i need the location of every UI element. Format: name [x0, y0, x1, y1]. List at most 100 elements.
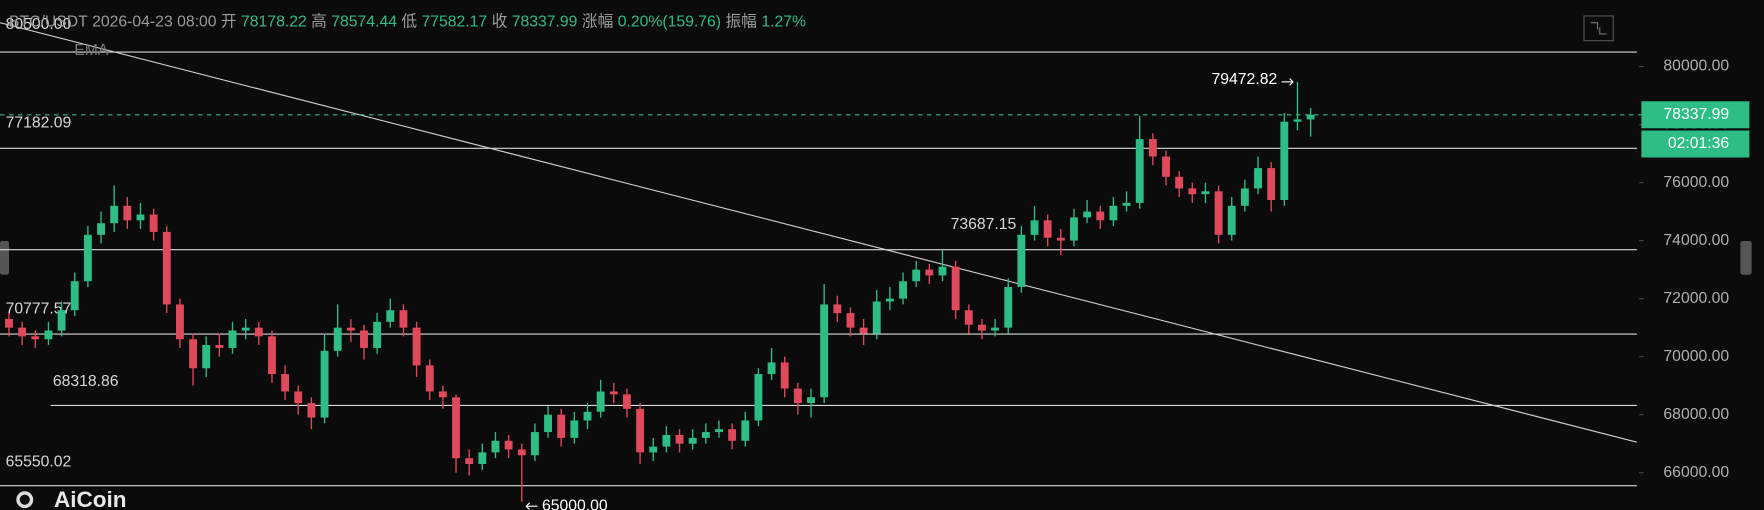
candle-body — [846, 313, 855, 328]
candle-body — [215, 345, 224, 348]
candle-body — [570, 420, 579, 438]
expand-glyph — [1590, 22, 1607, 35]
header-item: BTC/USDT — [9, 14, 88, 31]
candle-body — [741, 420, 750, 441]
indicator-label: EMA — [74, 42, 109, 59]
candle-body — [1162, 156, 1170, 177]
candle-body — [675, 434, 684, 444]
candle-body — [412, 327, 421, 366]
candle-body — [465, 458, 474, 464]
header-item: 78337.99 — [512, 14, 578, 31]
price-tag — [1641, 101, 1750, 129]
candle-body — [1175, 176, 1184, 189]
candle-body — [57, 310, 66, 331]
y-tick-label: 74000.00 — [1663, 232, 1729, 249]
candle-body — [1280, 121, 1289, 200]
candle-body — [820, 304, 829, 398]
left-handle[interactable] — [0, 240, 9, 275]
candle-body — [1240, 188, 1249, 206]
candle-body — [517, 449, 526, 456]
candle-body — [97, 223, 105, 235]
candle-body — [1214, 191, 1223, 235]
candle-body — [1070, 217, 1078, 241]
candle-body — [1306, 114, 1315, 120]
header-item: 0.20%(159.76) — [618, 14, 721, 31]
candle-body — [938, 266, 947, 276]
candle-body — [859, 327, 868, 334]
candle-body — [557, 414, 566, 438]
candle-body — [149, 214, 158, 232]
level-label: 70777.57 — [6, 300, 72, 317]
candle-body — [623, 394, 631, 409]
candle-body — [1056, 237, 1065, 241]
candle-body — [793, 388, 802, 404]
candle-body — [241, 327, 250, 331]
candle-body — [728, 429, 737, 441]
candle-body — [438, 391, 447, 398]
y-tick-label: 68000.00 — [1663, 406, 1729, 423]
candle-body — [5, 318, 13, 328]
candle-body — [649, 446, 658, 453]
extreme-arrowhead — [525, 502, 531, 510]
header-item: 78574.44 — [331, 14, 397, 31]
header-item: 开 — [221, 14, 237, 31]
candle-body — [1201, 191, 1210, 195]
header-item: 低 — [401, 13, 417, 31]
candle-body — [504, 440, 513, 450]
level-label: 73687.15 — [951, 216, 1017, 233]
candle-body — [1227, 205, 1236, 235]
candle-body — [701, 432, 710, 438]
extreme-label: 79472.82 — [1212, 71, 1278, 88]
candle-body — [1004, 287, 1013, 328]
right-handle[interactable] — [1740, 240, 1752, 275]
candle-body — [1148, 139, 1157, 157]
candle-body — [807, 397, 815, 404]
candle-body — [1135, 139, 1144, 203]
candle-body — [44, 330, 53, 340]
price-tag-label: 78337.99 — [1663, 106, 1729, 123]
candle-body — [1188, 188, 1197, 195]
candle-body — [162, 231, 171, 305]
candle-body — [123, 205, 132, 221]
y-tick-label: 66000.00 — [1663, 464, 1729, 481]
candle-body — [1254, 168, 1262, 189]
countdown-label: 02:01:36 — [1668, 135, 1730, 152]
candle-body — [228, 330, 237, 348]
expand-box[interactable] — [1583, 15, 1614, 42]
header-item: 78178.22 — [241, 14, 307, 31]
expand-icon[interactable] — [1583, 15, 1614, 42]
candle-body — [31, 336, 40, 340]
candle-body — [294, 391, 303, 404]
extreme-label: 65000.00 — [542, 497, 608, 510]
trendline — [0, 22, 1638, 443]
candle-body — [320, 350, 329, 418]
y-tick-label: 80000.00 — [1663, 58, 1729, 75]
candle-body — [662, 434, 671, 447]
candle-body — [885, 298, 894, 302]
candle-body — [1109, 205, 1118, 221]
candle-body — [912, 269, 921, 282]
candle-body — [964, 310, 973, 325]
candle-body — [530, 432, 539, 456]
candle-body — [333, 327, 342, 351]
candle-body — [386, 310, 395, 322]
candle-body — [583, 411, 592, 421]
candle-body — [609, 391, 618, 395]
candle-body — [254, 327, 263, 337]
candle-body — [452, 397, 460, 459]
level-label: 68318.86 — [53, 373, 119, 390]
y-tick-label: 72000.00 — [1663, 290, 1729, 307]
candle-body — [1017, 234, 1026, 288]
header-item: 收 — [492, 13, 508, 31]
candle-body — [767, 362, 776, 375]
candle-body — [281, 374, 290, 392]
header-item: 77582.17 — [422, 14, 488, 31]
candle-body — [991, 327, 1000, 331]
candle-body — [833, 304, 842, 314]
candle-body — [136, 214, 145, 221]
candle-body — [18, 327, 27, 337]
candle-body — [189, 339, 198, 369]
